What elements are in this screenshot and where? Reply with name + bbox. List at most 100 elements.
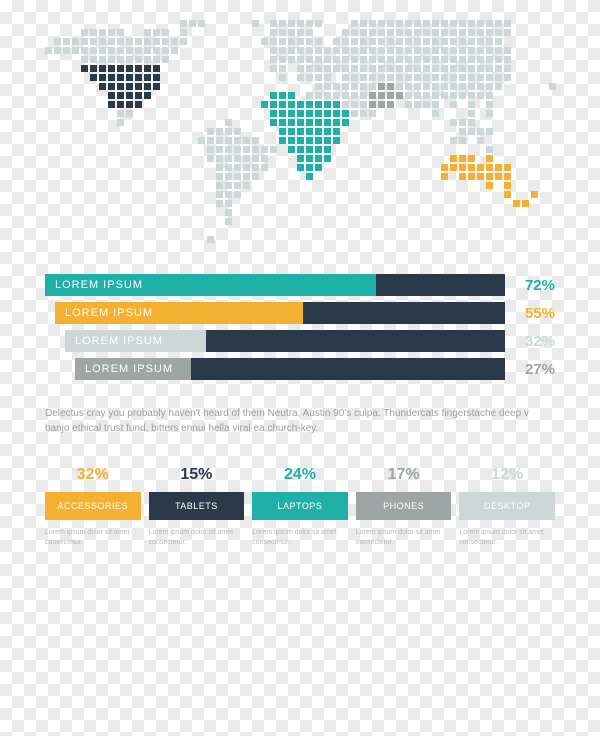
map-dot [117, 47, 124, 54]
map-dot [450, 20, 457, 27]
map-dot [207, 128, 214, 135]
map-dot [441, 47, 448, 54]
map-dot [477, 128, 484, 135]
map-dot [459, 47, 466, 54]
map-dot [198, 137, 205, 144]
map-dot [243, 173, 250, 180]
map-dot [468, 47, 475, 54]
map-dot [108, 56, 115, 63]
map-dot [351, 38, 358, 45]
map-dot [324, 137, 331, 144]
map-dot [459, 128, 466, 135]
map-dot [306, 20, 313, 27]
map-dot [225, 200, 232, 207]
map-dot [315, 101, 322, 108]
category-button[interactable]: ACCESSORIES [45, 492, 141, 520]
map-dot [153, 74, 160, 81]
bar-track: LOREM IPSUM [65, 330, 505, 352]
map-dot [387, 47, 394, 54]
category: 12%DESKTOPLorem ipsum dolor sit amet con… [459, 466, 555, 548]
map-dot [333, 83, 340, 90]
map-dot [549, 83, 556, 90]
category-button[interactable]: LAPTOPS [252, 492, 348, 520]
map-dot [414, 29, 421, 36]
map-dot [135, 65, 142, 72]
map-dot [243, 182, 250, 189]
map-dot [252, 155, 259, 162]
category: 32%ACCESSORIESLorem ipsum dolor sit amet… [45, 466, 141, 548]
map-dot [117, 56, 124, 63]
map-dot [279, 119, 286, 126]
map-dot [423, 38, 430, 45]
category-subtext: Lorem ipsum dolor sit amet consectetur. [356, 528, 452, 548]
map-dot [144, 38, 151, 45]
map-dot [414, 65, 421, 72]
map-dot [81, 38, 88, 45]
map-dot [180, 38, 187, 45]
map-dot [486, 65, 493, 72]
map-dot [315, 38, 322, 45]
map-dot [135, 83, 142, 90]
categories-row: 32%ACCESSORIESLorem ipsum dolor sit amet… [45, 466, 555, 548]
bar-fill: LOREM IPSUM [55, 302, 303, 324]
map-dot [333, 38, 340, 45]
map-dot [306, 146, 313, 153]
map-dot [486, 101, 493, 108]
map-dot [477, 47, 484, 54]
map-dot [144, 56, 151, 63]
map-dot [108, 101, 115, 108]
map-dot [486, 56, 493, 63]
bar-fill: LOREM IPSUM [75, 358, 191, 380]
map-dot [342, 92, 349, 99]
category: 24% LAPTOPS Lorem ipsum dolor sit amet con… [252, 466, 348, 548]
map-dot [252, 146, 259, 153]
map-dot [126, 65, 133, 72]
map-dot [477, 38, 484, 45]
map-dot [117, 83, 124, 90]
map-dot [135, 47, 142, 54]
map-dot [351, 29, 358, 36]
map-dot [207, 155, 214, 162]
map-dot [450, 56, 457, 63]
map-dot [360, 38, 367, 45]
map-dot [423, 101, 430, 108]
map-dot [441, 20, 448, 27]
map-dot [180, 20, 187, 27]
map-dot [324, 101, 331, 108]
map-dot [333, 128, 340, 135]
description-paragraph: Delectus cray you probably haven't heard… [45, 406, 555, 436]
map-dot [126, 110, 133, 117]
map-dot [306, 128, 313, 135]
category-subtext: Lorem ipsum dolor sit amet consectetur. [45, 528, 141, 548]
map-dot [288, 38, 295, 45]
map-dot [216, 155, 223, 162]
category-button[interactable]: PHONES [356, 492, 452, 520]
map-dot [315, 65, 322, 72]
map-dot [360, 20, 367, 27]
map-dot [81, 65, 88, 72]
map-dot [495, 65, 502, 72]
map-dot [243, 155, 250, 162]
map-dot [504, 173, 511, 180]
map-dot [225, 209, 232, 216]
map-dot [414, 83, 421, 90]
map-dot [405, 74, 412, 81]
category-subtext: Lorem ipsum dolor sit amet consectetur. [252, 528, 348, 548]
map-dot [162, 56, 169, 63]
map-dot [450, 155, 457, 162]
map-dot [216, 146, 223, 153]
map-dot [486, 47, 493, 54]
map-dot [369, 92, 376, 99]
map-dot [306, 164, 313, 171]
map-dot [270, 65, 277, 72]
map-dot [486, 173, 493, 180]
map-dot [378, 65, 385, 72]
map-dot [135, 56, 142, 63]
map-dot [468, 29, 475, 36]
map-dot [225, 182, 232, 189]
category-percent: 24% [252, 466, 348, 484]
category-button[interactable]: TABLETS [149, 492, 245, 520]
map-dot [495, 74, 502, 81]
category-button[interactable]: DESKTOP [459, 492, 555, 520]
map-dot [333, 119, 340, 126]
